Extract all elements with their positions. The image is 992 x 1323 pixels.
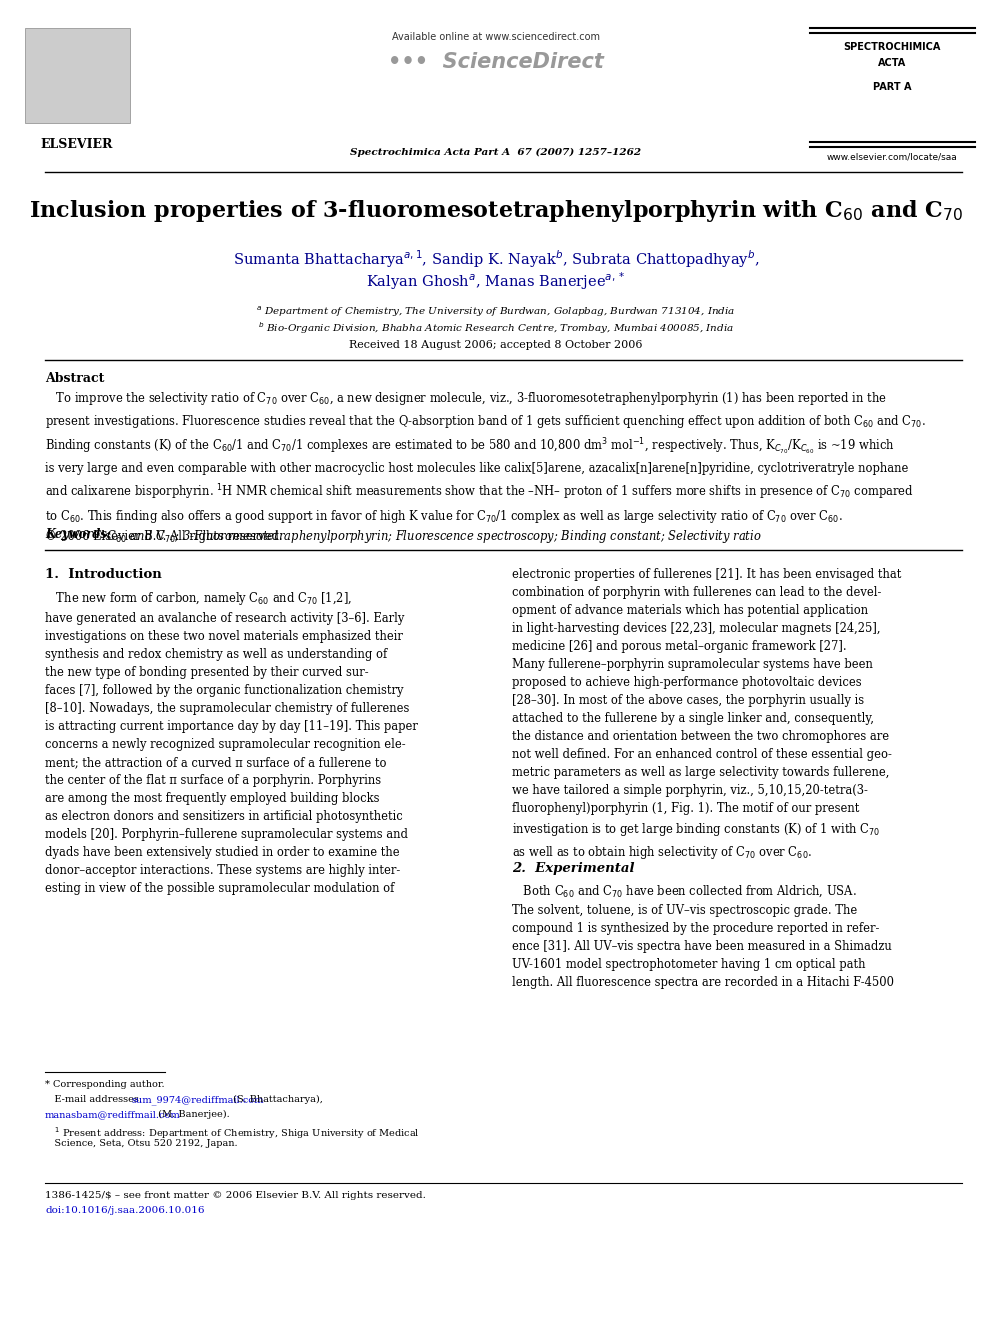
Text: Kalyan Ghosh$^{a}$, Manas Banerjee$^{a,*}$: Kalyan Ghosh$^{a}$, Manas Banerjee$^{a,*… bbox=[366, 270, 626, 291]
Text: manasbam@rediffmail.com: manasbam@rediffmail.com bbox=[45, 1110, 181, 1119]
Text: Abstract: Abstract bbox=[45, 372, 104, 385]
Text: sum_9974@rediffmail.com: sum_9974@rediffmail.com bbox=[132, 1095, 265, 1105]
Text: The new form of carbon, namely C$_{60}$ and C$_{70}$ [1,2],
have generated an av: The new form of carbon, namely C$_{60}$ … bbox=[45, 590, 418, 894]
Text: Available online at www.sciencedirect.com: Available online at www.sciencedirect.co… bbox=[392, 32, 600, 42]
Text: C$_{60}$ and C$_{70}$; 3-Fluoromesotetraphenylporphyrin; Fluorescence spectrosco: C$_{60}$ and C$_{70}$; 3-Fluoromesotetra… bbox=[103, 528, 762, 545]
Text: ELSEVIER: ELSEVIER bbox=[41, 138, 113, 151]
Text: (S. Bhattacharya),: (S. Bhattacharya), bbox=[230, 1095, 322, 1105]
Text: Inclusion properties of 3-fluoromesotetraphenylporphyrin with C$_{60}$ and C$_{7: Inclusion properties of 3-fluoromesotetr… bbox=[29, 198, 963, 224]
Text: * Corresponding author.: * Corresponding author. bbox=[45, 1080, 165, 1089]
Text: •••  ScienceDirect: ••• ScienceDirect bbox=[388, 52, 604, 71]
Text: electronic properties of fullerenes [21]. It has been envisaged that
combination: electronic properties of fullerenes [21]… bbox=[512, 568, 902, 861]
Text: Both C$_{60}$ and C$_{70}$ have been collected from Aldrich, USA.
The solvent, t: Both C$_{60}$ and C$_{70}$ have been col… bbox=[512, 884, 894, 990]
Text: (M. Banerjee).: (M. Banerjee). bbox=[155, 1110, 230, 1119]
Text: www.elsevier.com/locate/saa: www.elsevier.com/locate/saa bbox=[826, 153, 957, 161]
Text: $^{a}$ Department of Chemistry, The University of Burdwan, Golapbag, Burdwan 713: $^{a}$ Department of Chemistry, The Univ… bbox=[256, 306, 736, 319]
Text: $^{1}$ Present address: Department of Chemistry, Shiga University of Medical: $^{1}$ Present address: Department of Ch… bbox=[45, 1125, 420, 1140]
Text: 2.  Experimental: 2. Experimental bbox=[512, 863, 635, 875]
Text: ACTA: ACTA bbox=[878, 58, 906, 67]
Text: PART A: PART A bbox=[873, 82, 912, 93]
Text: $^{b}$ Bio-Organic Division, Bhabha Atomic Research Centre, Trombay, Mumbai 4000: $^{b}$ Bio-Organic Division, Bhabha Atom… bbox=[258, 320, 734, 336]
Bar bbox=[25, 28, 130, 123]
Text: To improve the selectivity ratio of C$_{70}$ over C$_{60}$, a new designer molec: To improve the selectivity ratio of C$_{… bbox=[45, 390, 927, 542]
Text: SPECTROCHIMICA: SPECTROCHIMICA bbox=[843, 42, 940, 52]
Text: Received 18 August 2006; accepted 8 October 2006: Received 18 August 2006; accepted 8 Octo… bbox=[349, 340, 643, 351]
Text: E-mail addresses:: E-mail addresses: bbox=[45, 1095, 145, 1103]
Text: 1386-1425/$ – see front matter © 2006 Elsevier B.V. All rights reserved.: 1386-1425/$ – see front matter © 2006 El… bbox=[45, 1191, 426, 1200]
Text: doi:10.1016/j.saa.2006.10.016: doi:10.1016/j.saa.2006.10.016 bbox=[45, 1207, 204, 1215]
Text: Keywords:: Keywords: bbox=[45, 528, 115, 541]
Text: Science, Seta, Otsu 520 2192, Japan.: Science, Seta, Otsu 520 2192, Japan. bbox=[45, 1139, 238, 1148]
Text: Spectrochimica Acta Part A  67 (2007) 1257–1262: Spectrochimica Acta Part A 67 (2007) 125… bbox=[350, 148, 642, 157]
Text: Sumanta Bhattacharya$^{a,1}$, Sandip K. Nayak$^{b}$, Subrata Chattopadhyay$^{b}$: Sumanta Bhattacharya$^{a,1}$, Sandip K. … bbox=[233, 247, 759, 270]
Text: 1.  Introduction: 1. Introduction bbox=[45, 568, 162, 581]
